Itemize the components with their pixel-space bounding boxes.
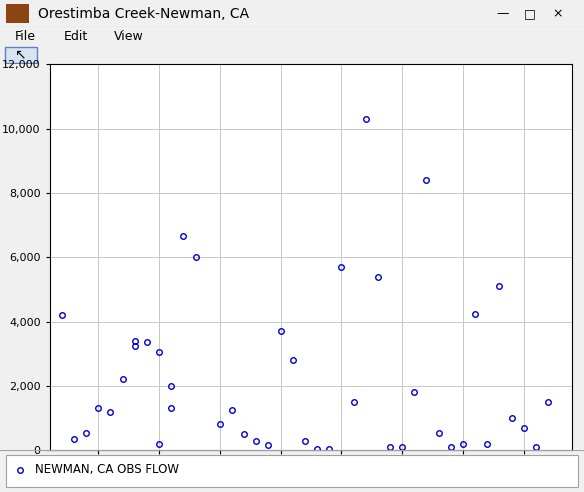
Text: Orestimba Creek-Newman, CA: Orestimba Creek-Newman, CA — [38, 6, 249, 21]
Bar — [5, 68, 37, 84]
Bar — [6, 455, 578, 487]
Text: ↖: ↖ — [14, 47, 26, 61]
Text: View: View — [114, 30, 144, 43]
Text: □: □ — [524, 7, 536, 20]
Bar — [5, 47, 37, 63]
Text: ×: × — [552, 7, 562, 20]
Text: Edit: Edit — [64, 30, 89, 43]
Text: NEWMAN, CA OBS FLOW: NEWMAN, CA OBS FLOW — [35, 463, 179, 476]
Text: File: File — [15, 30, 36, 43]
Text: —: — — [496, 7, 509, 20]
Bar — [6, 4, 29, 23]
